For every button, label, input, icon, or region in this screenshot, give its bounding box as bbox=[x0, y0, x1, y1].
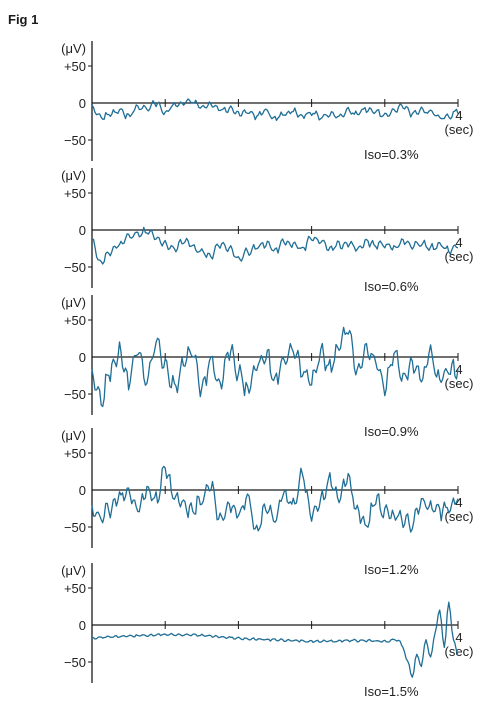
eeg-trace bbox=[91, 98, 459, 122]
y-tick-label: 0 bbox=[79, 350, 86, 365]
y-unit-label: (μV) bbox=[61, 563, 86, 578]
x-end-label: 4 bbox=[455, 362, 462, 377]
y-tick-label: 0 bbox=[79, 96, 86, 111]
y-tick-label: 0 bbox=[79, 618, 86, 633]
y-tick-label: −50 bbox=[64, 387, 86, 402]
y-tick-label: +50 bbox=[64, 59, 86, 74]
y-unit-label: (μV) bbox=[61, 295, 86, 310]
iso-label: Iso=0.9% bbox=[364, 424, 419, 439]
x-unit-label: (sec) bbox=[445, 122, 474, 137]
y-tick-label: −50 bbox=[64, 133, 86, 148]
x-end-label: 4 bbox=[455, 495, 462, 510]
y-tick-label: +50 bbox=[64, 581, 86, 596]
iso-label: Iso=1.2% bbox=[364, 562, 419, 577]
x-end-label: 4 bbox=[455, 235, 462, 250]
eeg-trace bbox=[91, 326, 459, 408]
x-unit-label: (sec) bbox=[445, 509, 474, 524]
y-tick-label: 0 bbox=[79, 223, 86, 238]
eeg-trace bbox=[91, 226, 459, 265]
y-tick-label: 0 bbox=[79, 483, 86, 498]
iso-label: Iso=0.6% bbox=[364, 279, 419, 294]
y-unit-label: (μV) bbox=[61, 428, 86, 443]
y-unit-label: (μV) bbox=[61, 168, 86, 183]
y-tick-label: −50 bbox=[64, 655, 86, 670]
x-unit-label: (sec) bbox=[445, 249, 474, 264]
iso-label: Iso=0.3% bbox=[364, 147, 419, 162]
y-unit-label: (μV) bbox=[61, 41, 86, 56]
y-tick-label: −50 bbox=[64, 260, 86, 275]
x-unit-label: (sec) bbox=[445, 644, 474, 659]
x-end-label: 4 bbox=[455, 108, 462, 123]
y-tick-label: −50 bbox=[64, 520, 86, 535]
y-tick-label: +50 bbox=[64, 446, 86, 461]
y-tick-label: +50 bbox=[64, 186, 86, 201]
iso-label: Iso=1.5% bbox=[364, 684, 419, 699]
x-end-label: 4 bbox=[455, 630, 462, 645]
eeg-trace bbox=[91, 601, 459, 678]
eeg-trace bbox=[91, 465, 459, 533]
x-unit-label: (sec) bbox=[445, 376, 474, 391]
figure-label: Fig 1 bbox=[8, 12, 39, 27]
y-tick-label: +50 bbox=[64, 313, 86, 328]
